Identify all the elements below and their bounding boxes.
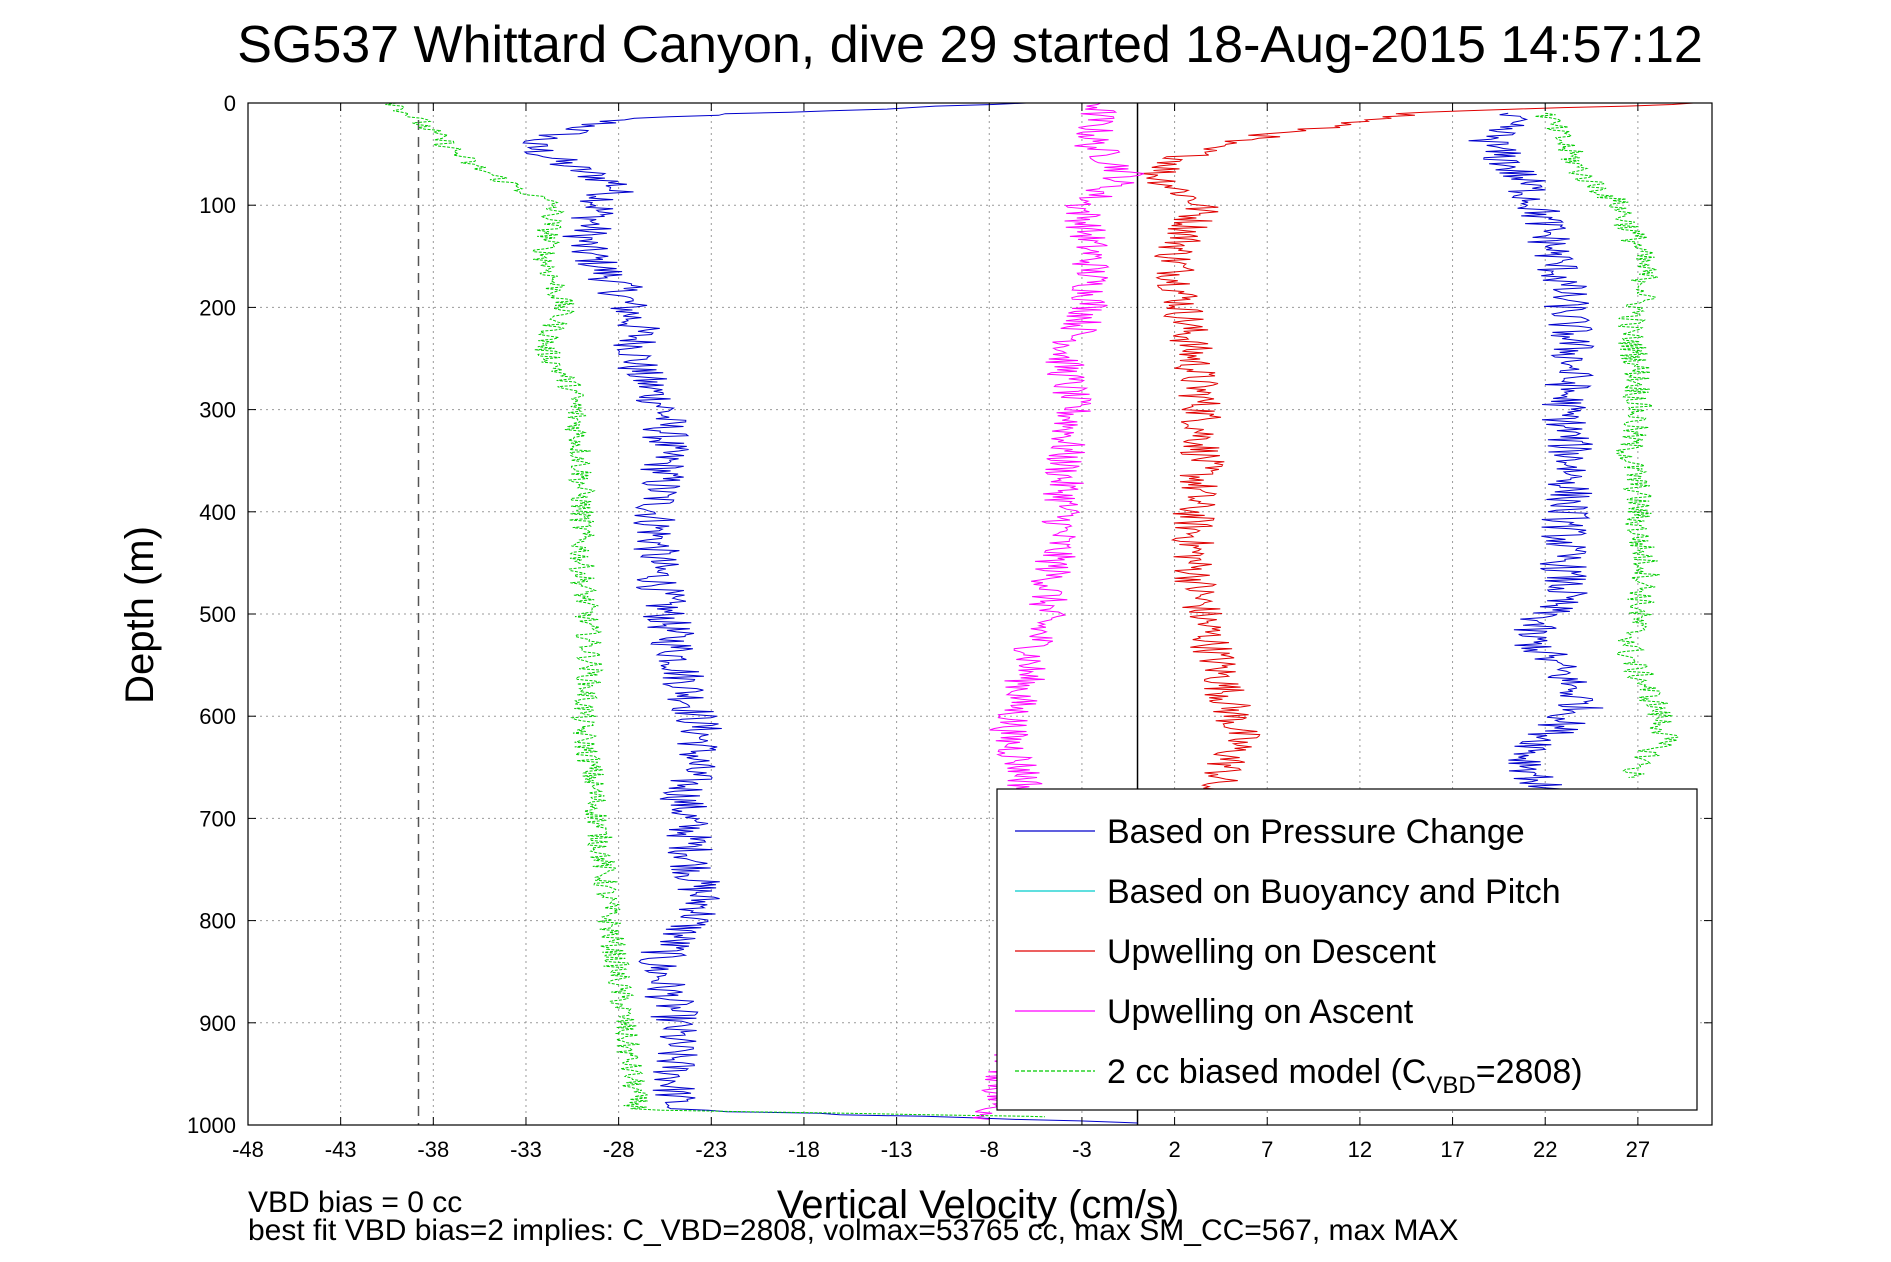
series-line-0: [522, 102, 1138, 1124]
legend-entry: Based on Pressure Change: [1107, 813, 1525, 851]
x-axis-label: Vertical Velocity (cm/s): [777, 1183, 1179, 1227]
series-line-5: [1468, 112, 1604, 799]
x-tick-label: -13: [881, 1137, 913, 1162]
series-line-6: [1535, 112, 1679, 778]
x-axis-ticks: -48 -43 -38 -33 -28 -23 -18 -13 -8 -3 2 7 12 17 22 27: [232, 103, 1650, 1162]
legend-entry: Upwelling on Ascent: [1107, 993, 1414, 1031]
x-tick-label: -33: [510, 1137, 542, 1162]
series-line-2: [1140, 102, 1694, 794]
series-line-4: [385, 102, 1045, 1118]
legend-subscript: VBD: [1426, 1072, 1475, 1099]
x-tick-label: 27: [1626, 1137, 1650, 1162]
y-tick-label: 600: [199, 704, 236, 729]
legend-entry: Based on Buoyancy and Pitch: [1107, 873, 1561, 911]
x-tick-label: -43: [325, 1137, 357, 1162]
y-tick-label: 1000: [187, 1113, 236, 1138]
x-tick-label: 2: [1168, 1137, 1180, 1162]
y-tick-label: 700: [199, 806, 236, 831]
y-tick-label: 500: [199, 602, 236, 627]
x-tick-label: -48: [232, 1137, 264, 1162]
legend-box: [996, 788, 1698, 1111]
y-tick-label: 100: [199, 193, 236, 218]
best-fit-note: best fit VBD bias=2 implies: C_VBD=2808,…: [248, 1214, 1459, 1247]
y-axis-label: Depth (m): [118, 526, 162, 704]
x-tick-label: -3: [1072, 1137, 1092, 1162]
x-tick-label: -38: [417, 1137, 449, 1162]
x-tick-label: -18: [788, 1137, 820, 1162]
legend-entry: Upwelling on Descent: [1107, 933, 1436, 971]
y-tick-label: 800: [199, 909, 236, 934]
y-tick-label: 900: [199, 1011, 236, 1036]
x-tick-label: 12: [1348, 1137, 1372, 1162]
y-tick-label: 400: [199, 500, 236, 525]
y-axis-ticks: 0 100 200 300 400 500 600 700 800 900 1000: [187, 91, 1712, 1138]
x-tick-label: 7: [1261, 1137, 1273, 1162]
legend: Based on Pressure Change Based on Buoyanc…: [996, 788, 1698, 1111]
x-tick-label: -28: [603, 1137, 635, 1162]
x-tick-label: 17: [1440, 1137, 1464, 1162]
legend-suffix: =2808): [1476, 1053, 1583, 1091]
y-tick-label: 0: [224, 91, 236, 116]
y-tick-label: 300: [199, 398, 236, 423]
x-tick-label: 22: [1533, 1137, 1557, 1162]
x-tick-label: -8: [979, 1137, 999, 1162]
vbd-bias-note: VBD bias = 0 cc: [248, 1186, 462, 1219]
chart-title: SG537 Whittard Canyon, dive 29 started 1…: [237, 16, 1703, 74]
x-tick-label: -23: [695, 1137, 727, 1162]
y-tick-label: 200: [199, 295, 236, 320]
